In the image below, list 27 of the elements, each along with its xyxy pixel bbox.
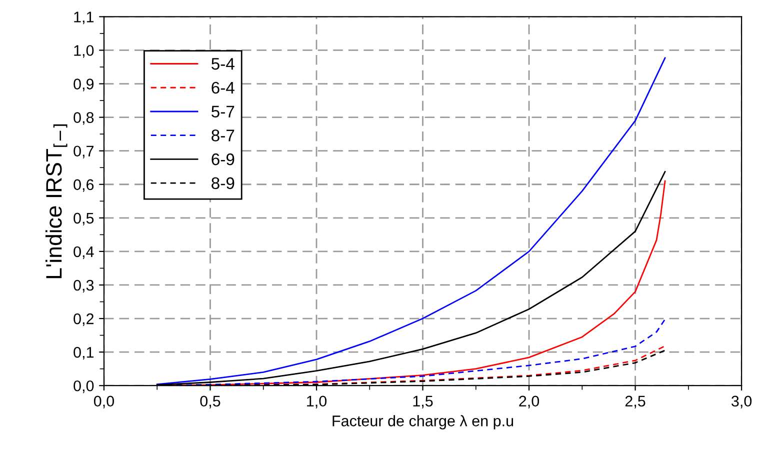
y-tick-label: 1,0 [74,45,94,58]
x-tick-label: 1,0 [307,396,327,408]
y-tick-label: 0,5 [74,212,94,226]
y-tick-label: 0,1 [74,346,94,360]
y-axis-title: L'indice IRST$_{[−]}$ [45,124,68,278]
legend-label: 6-9 [212,153,234,166]
x-axis-title: Facteur de charge λ en p.u [332,415,514,430]
legend-label: 5-4 [212,58,234,70]
y-tick-label: 0,6 [74,179,94,192]
y-tick-label: 0,8 [74,112,94,125]
x-tick-label: 0,0 [94,396,114,408]
x-tick-label: 3,0 [732,396,752,408]
y-tick-label: 0,9 [74,78,94,92]
legend-label: 5-7 [212,106,234,118]
y-tick-label: 0,2 [74,313,94,326]
legend-label: 6-4 [212,82,234,94]
x-tick-label: 1,5 [413,396,433,408]
legend-label: 8-9 [212,177,234,190]
y-tick-label: 1,1 [74,12,94,24]
y-tick-label: 0,0 [74,380,94,394]
y-tick-label: 0,3 [74,280,94,292]
y-tick-label: 0,4 [74,246,94,259]
legend-label: 8-7 [212,130,234,142]
x-tick-label: 2,5 [625,396,646,408]
y-tick-label: 0,7 [74,146,94,158]
x-tick-label: 2,0 [519,396,540,408]
x-tick-label: 0,5 [200,396,220,408]
